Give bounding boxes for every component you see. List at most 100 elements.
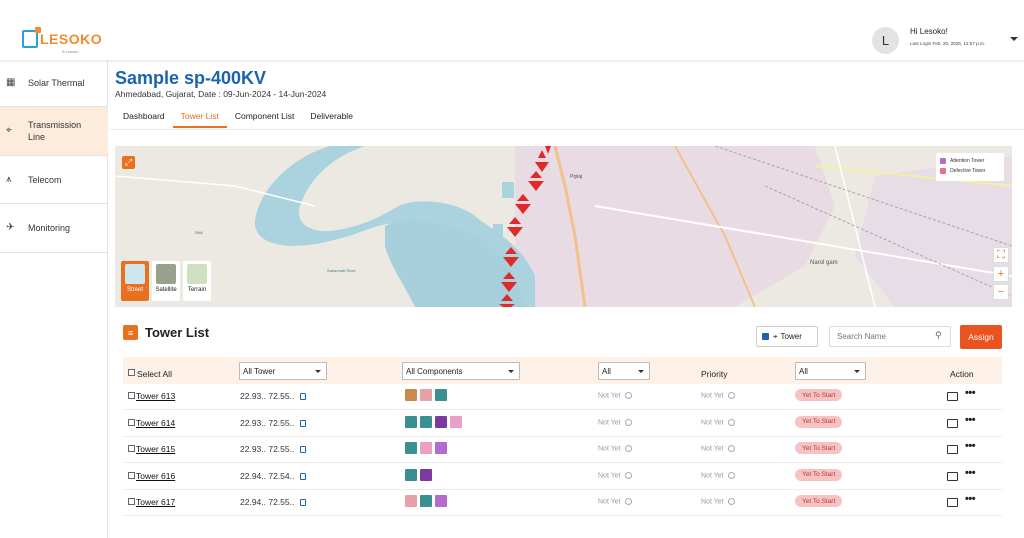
component-icon[interactable]: [405, 495, 417, 507]
antenna-icon: ⩚: [6, 173, 12, 185]
component-icon[interactable]: [420, 495, 432, 507]
components-dropdown[interactable]: All Components: [402, 362, 520, 380]
tower-dropdown[interactable]: All Tower: [239, 362, 327, 380]
component-icon[interactable]: [420, 389, 432, 401]
component-icon[interactable]: [405, 389, 417, 401]
tab-component-list[interactable]: Component List: [234, 111, 295, 121]
sidebar-item-label: Telecom: [28, 174, 62, 185]
user-menu-caret-icon[interactable]: [1010, 37, 1018, 41]
comment-icon[interactable]: [947, 498, 958, 507]
status-badge[interactable]: Yet To Start: [795, 442, 843, 454]
info-icon[interactable]: [727, 471, 735, 479]
layer-street-button[interactable]: Street: [121, 261, 149, 301]
tab-deliverable[interactable]: Deliverable: [310, 111, 353, 121]
status-cell: Not Yet: [598, 418, 632, 426]
layer-satellite-button[interactable]: Satellite: [152, 261, 180, 301]
component-icon[interactable]: [450, 415, 462, 428]
copy-icon[interactable]: [300, 419, 306, 427]
info-icon[interactable]: [624, 392, 632, 399]
map-view[interactable]: Piplaj Narol gam SH4 Sabarmati River ⤢ A…: [115, 146, 1012, 307]
sidebar-item-telecom[interactable]: ⩚ Telecom: [0, 156, 108, 204]
tower-coordinates: 22.94.. 72.54..: [240, 470, 295, 481]
more-options-icon[interactable]: •••: [965, 440, 976, 452]
status-badge[interactable]: Yet To Start: [795, 389, 843, 401]
more-options-icon[interactable]: •••: [965, 387, 976, 399]
avatar[interactable]: L: [872, 27, 899, 54]
info-icon[interactable]: [624, 418, 632, 426]
select-all-checkbox[interactable]: [128, 369, 135, 376]
tower-name-link[interactable]: Tower 616: [136, 470, 176, 481]
tab-divider: [109, 129, 1024, 130]
info-icon[interactable]: [624, 471, 632, 479]
zoom-in-button[interactable]: +: [993, 266, 1009, 282]
status-badge[interactable]: Yet To Start: [795, 495, 843, 507]
component-icon[interactable]: [435, 495, 447, 507]
fit-bounds-icon[interactable]: ⛶: [993, 247, 1009, 263]
tower-filter-checkbox[interactable]: ⌖ Tower: [756, 326, 818, 347]
info-icon[interactable]: [727, 418, 735, 426]
row-checkbox[interactable]: [128, 392, 135, 399]
terrain-layer-icon: [187, 264, 207, 284]
copy-icon[interactable]: [300, 472, 306, 480]
map-expand-icon[interactable]: ⤢: [122, 156, 135, 169]
main-content: Sample sp-400KV Ahmedabad, Gujarat, Date…: [109, 60, 1024, 538]
copy-icon[interactable]: [300, 499, 306, 506]
sidebar: ▦ Solar Thermal ⌖ Transmission Line ⩚ Te…: [0, 60, 108, 538]
more-options-icon[interactable]: •••: [965, 493, 976, 505]
tower-name-link[interactable]: Tower 617: [136, 497, 176, 507]
row-checkbox[interactable]: [128, 471, 135, 479]
status-dropdown[interactable]: All: [598, 362, 650, 380]
comment-icon[interactable]: [947, 392, 958, 401]
more-options-icon[interactable]: •••: [965, 466, 976, 479]
row-checkbox[interactable]: [128, 445, 135, 452]
tower-name-link[interactable]: Tower 613: [136, 391, 176, 401]
zoom-out-button[interactable]: −: [993, 284, 1009, 300]
table-row: Tower 614 22.93.. 72.55.. Not Yet Not Ye…: [123, 411, 1002, 437]
info-icon[interactable]: [727, 498, 735, 505]
info-icon[interactable]: [624, 498, 632, 505]
status-badge[interactable]: Yet To Start: [795, 415, 843, 428]
component-icon[interactable]: [405, 415, 417, 428]
sidebar-item-monitoring[interactable]: ✈ Monitoring: [0, 204, 108, 253]
comment-icon[interactable]: [947, 418, 958, 428]
copy-icon[interactable]: [300, 446, 306, 453]
component-icon[interactable]: [405, 442, 417, 454]
tab-tower-list[interactable]: Tower List: [172, 108, 227, 128]
table-row: Tower 617 22.94.. 72.55.. Not Yet Not Ye…: [123, 490, 1002, 516]
state-dropdown[interactable]: All: [795, 362, 866, 380]
assign-button[interactable]: Assign: [960, 325, 1002, 349]
row-checkbox[interactable]: [128, 418, 135, 426]
priority-cell: Not Yet: [701, 392, 735, 399]
info-icon[interactable]: [727, 445, 735, 452]
action-header: Action: [950, 369, 974, 379]
component-icon[interactable]: [405, 468, 417, 481]
component-icon[interactable]: [420, 442, 432, 454]
search-input[interactable]: [829, 326, 951, 347]
component-icon[interactable]: [420, 415, 432, 428]
map-label-piplaj: Piplaj: [570, 174, 582, 180]
tower-coordinates: 22.93.. 72.55..: [240, 417, 295, 428]
more-options-icon[interactable]: •••: [965, 413, 976, 426]
info-icon[interactable]: [727, 392, 735, 399]
component-icon[interactable]: [435, 415, 447, 428]
comment-icon[interactable]: [947, 471, 958, 481]
tab-dashboard[interactable]: Dashboard: [123, 111, 165, 121]
row-checkbox[interactable]: [128, 498, 135, 505]
comment-icon[interactable]: [947, 445, 958, 454]
sidebar-item-solar-thermal[interactable]: ▦ Solar Thermal: [0, 60, 108, 107]
component-icon[interactable]: [435, 442, 447, 454]
tower-name-link[interactable]: Tower 614: [136, 417, 176, 428]
component-icon[interactable]: [420, 468, 432, 481]
status-badge[interactable]: Yet To Start: [795, 468, 843, 481]
logo-mark-icon: [22, 27, 41, 48]
copy-icon[interactable]: [300, 393, 306, 400]
lesoko-logo[interactable]: LESOKO A Lesoko: [22, 27, 102, 54]
sidebar-item-transmission-line[interactable]: ⌖ Transmission Line: [0, 107, 108, 156]
tower-name-link[interactable]: Tower 615: [136, 444, 176, 454]
component-icons: [405, 415, 465, 428]
component-icon[interactable]: [435, 389, 447, 401]
defective-tower-icon: [940, 168, 946, 174]
layer-terrain-button[interactable]: Terrain: [183, 261, 211, 301]
info-icon[interactable]: [624, 445, 632, 452]
checkbox-checked-icon: [762, 333, 769, 340]
